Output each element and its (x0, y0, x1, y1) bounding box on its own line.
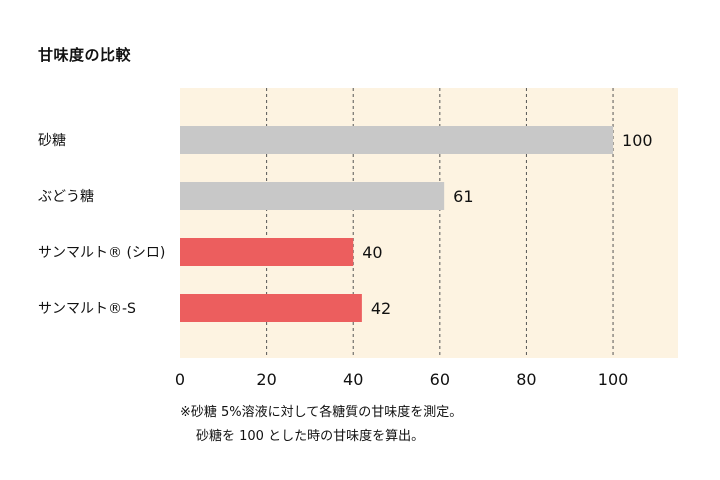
category-label-0: 砂糖 (38, 133, 66, 149)
value-label-0: 100 (622, 131, 653, 150)
category-label-2: サンマルト® (シロ) (38, 245, 165, 261)
category-label-1: ぶどう糖 (38, 189, 94, 205)
x-tick-label-80: 80 (516, 370, 536, 389)
bar-0 (180, 126, 614, 154)
x-tick-label-40: 40 (343, 370, 363, 389)
x-tick-label-60: 60 (430, 370, 450, 389)
value-labels: 100 61 40 42 (362, 131, 652, 318)
footnote-2: 砂糖を 100 とした時の甘味度を算出。 (196, 429, 425, 444)
bar-1 (180, 182, 445, 210)
value-label-1: 61 (453, 187, 473, 206)
category-label-3: サンマルト®-S (38, 301, 136, 317)
chart-title: 甘味度の比較 (38, 46, 132, 64)
x-tick-labels: 0 20 40 60 80 100 (175, 370, 628, 389)
bar-3 (180, 294, 362, 322)
x-tick-label-20: 20 (256, 370, 276, 389)
value-label-3: 42 (371, 299, 391, 318)
bars (180, 126, 614, 322)
x-tick-label-100: 100 (598, 370, 629, 389)
bar-2 (180, 238, 354, 266)
x-tick-label-0: 0 (175, 370, 185, 389)
footnote-1: ※砂糖 5%溶液に対して各糖質の甘味度を測定。 (180, 405, 463, 420)
value-label-2: 40 (362, 243, 382, 262)
